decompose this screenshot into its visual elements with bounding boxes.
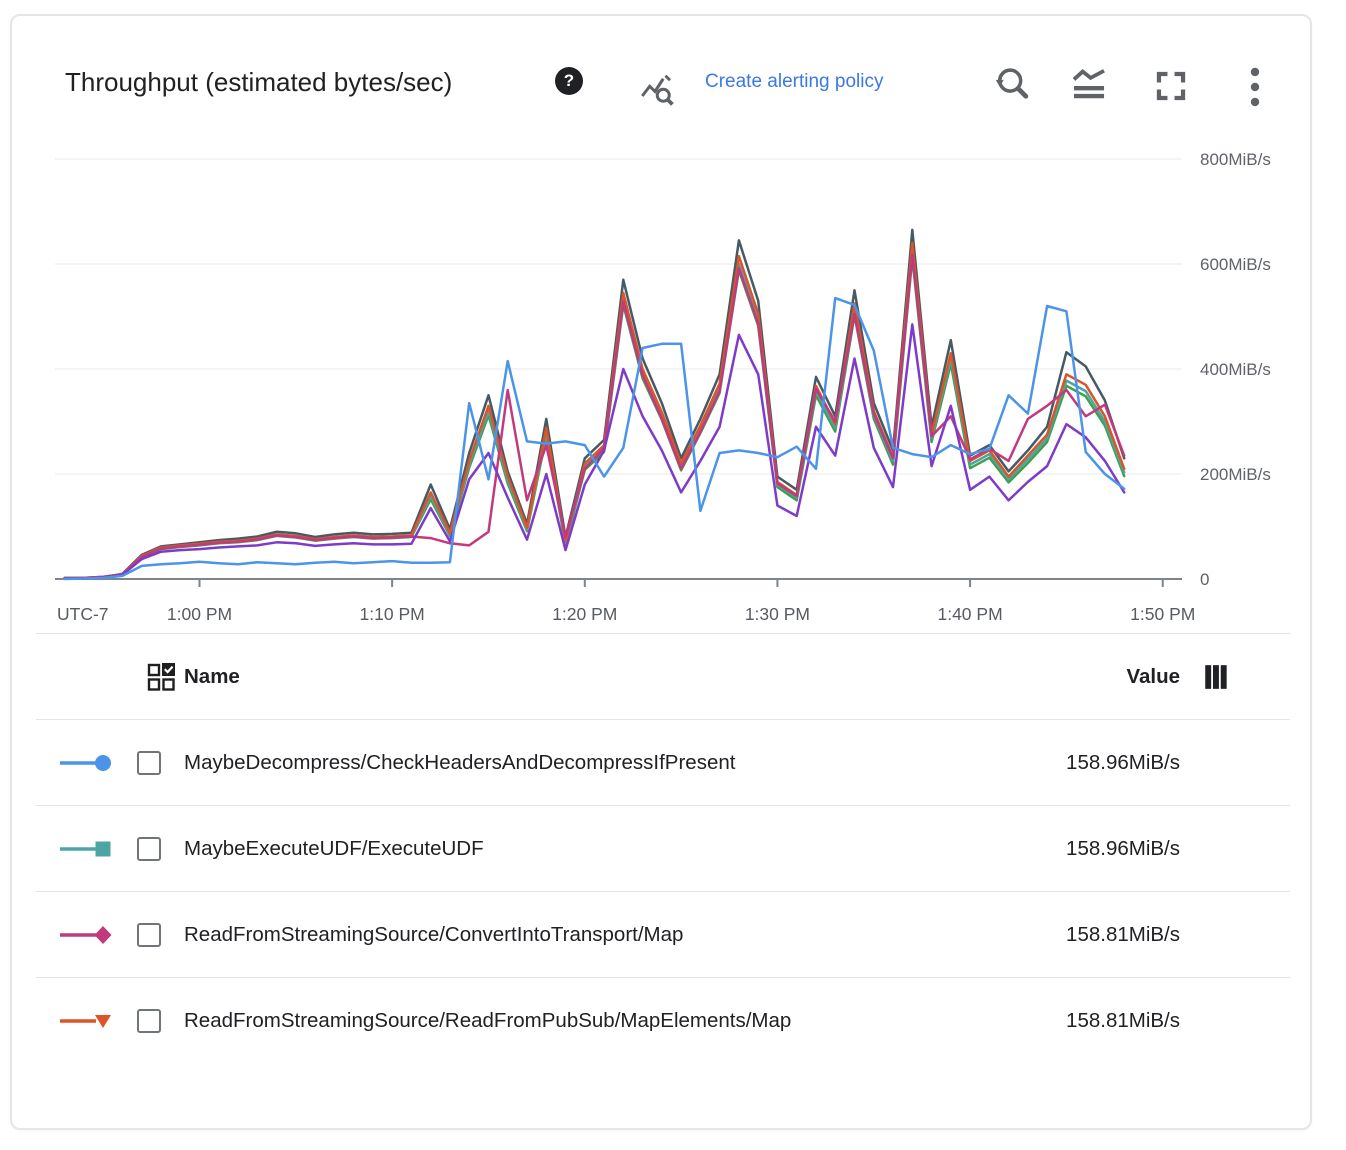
name-column-header[interactable]: Name <box>184 664 240 688</box>
series-marker-square-icon <box>60 841 111 856</box>
series-checkbox[interactable] <box>137 836 161 861</box>
svg-text:UTC-7: UTC-7 <box>57 604 109 624</box>
svg-text:400MiB/s: 400MiB/s <box>1200 360 1271 379</box>
series-checkbox[interactable] <box>137 922 161 947</box>
svg-text:1:30 PM: 1:30 PM <box>745 604 810 624</box>
series-marker-triangle-icon <box>60 1014 111 1028</box>
svg-text:800MiB/s: 800MiB/s <box>1200 150 1271 169</box>
help-icon[interactable]: ? <box>555 67 583 95</box>
create-alerting-policy-link[interactable]: Create alerting policy <box>705 71 884 92</box>
svg-text:1:00 PM: 1:00 PM <box>167 604 232 624</box>
legend-row[interactable]: ReadFromStreamingSource/ConvertIntoTrans… <box>36 891 1290 977</box>
series-value: 158.96MiB/s <box>1066 750 1180 774</box>
legend-table: Name Value MaybeDecompress/CheckHeadersA… <box>36 633 1290 1063</box>
card-header: Throughput (estimated bytes/sec) ? Creat… <box>12 16 1310 118</box>
value-columns-picker-icon[interactable] <box>1202 663 1230 691</box>
series-name: MaybeDecompress/CheckHeadersAndDecompres… <box>184 750 736 774</box>
more-vert-icon[interactable] <box>1246 66 1264 113</box>
series-name: MaybeExecuteUDF/ExecuteUDF <box>184 836 484 860</box>
series-checkbox[interactable] <box>137 1008 161 1033</box>
svg-text:1:20 PM: 1:20 PM <box>552 604 617 624</box>
legend-row[interactable]: ReadFromStreamingSource/ReadFromPubSub/M… <box>36 977 1290 1063</box>
series-marker-circle-icon <box>60 754 111 771</box>
legend-row[interactable]: MaybeDecompress/CheckHeadersAndDecompres… <box>36 719 1290 805</box>
series-marker-diamond-icon <box>60 925 112 944</box>
series-name: ReadFromStreamingSource/ConvertIntoTrans… <box>184 922 684 946</box>
svg-text:600MiB/s: 600MiB/s <box>1200 255 1271 274</box>
throughput-chart-card: Throughput (estimated bytes/sec) ? Creat… <box>10 14 1312 1130</box>
fullscreen-icon[interactable] <box>1154 69 1188 108</box>
throughput-time-series-chart[interactable]: 800MiB/s 600MiB/s 400MiB/s 200MiB/s 0 1:00 PM… <box>12 118 1314 634</box>
series-name: ReadFromStreamingSource/ReadFromPubSub/M… <box>184 1008 792 1032</box>
view-in-metrics-explorer-icon[interactable] <box>640 72 676 113</box>
series-value: 158.81MiB/s <box>1066 1008 1180 1032</box>
chart-canvas[interactable]: 800MiB/s 600MiB/s 400MiB/s 200MiB/s 0 1:00 PM… <box>12 118 1314 634</box>
svg-text:0: 0 <box>1200 570 1209 589</box>
chart-title: Throughput (estimated bytes/sec) <box>65 67 453 97</box>
svg-text:1:50 PM: 1:50 PM <box>1130 604 1195 624</box>
reset-zoom-icon[interactable] <box>992 64 1030 107</box>
legend-table-header: Name Value <box>36 633 1290 719</box>
svg-text:1:40 PM: 1:40 PM <box>937 604 1002 624</box>
series-checkbox[interactable] <box>137 750 161 775</box>
series-value: 158.81MiB/s <box>1066 922 1180 946</box>
column-display-icon[interactable] <box>146 662 176 692</box>
value-column-header[interactable]: Value <box>1126 664 1180 688</box>
legend-row[interactable]: MaybeExecuteUDF/ExecuteUDF 158.96MiB/s <box>36 805 1290 891</box>
series-value: 158.96MiB/s <box>1066 836 1180 860</box>
svg-text:200MiB/s: 200MiB/s <box>1200 465 1271 484</box>
svg-text:1:10 PM: 1:10 PM <box>360 604 425 624</box>
chart-legend-toggle-icon[interactable] <box>1070 66 1108 109</box>
